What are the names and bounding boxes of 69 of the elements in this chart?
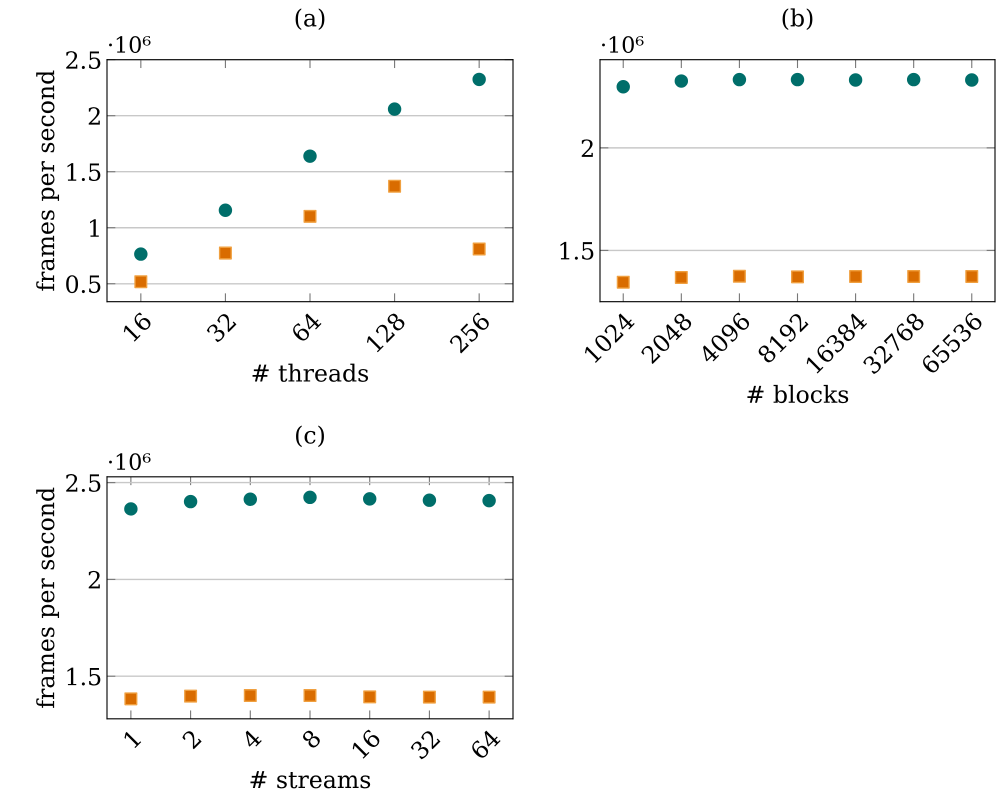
point (472, 242, 486, 256)
point (790, 270, 804, 284)
y-tick-label: 0.5 (66, 275, 100, 294)
point (303, 490, 317, 504)
point (906, 72, 920, 86)
y-axis-title: frames per second (36, 70, 60, 291)
point (388, 180, 402, 193)
point (303, 149, 317, 163)
point (482, 494, 496, 508)
point (362, 492, 376, 506)
chart-title: (c) (296, 426, 324, 448)
point (363, 690, 376, 704)
point (303, 210, 317, 223)
point (124, 692, 138, 706)
point (134, 247, 148, 261)
point (848, 73, 862, 87)
x-tick-label: 32 (410, 729, 441, 760)
y-axis-title: frames per second (36, 488, 60, 708)
point (134, 275, 148, 288)
point (244, 689, 257, 702)
x-tick-label: 1 (122, 730, 142, 748)
point (184, 494, 198, 508)
chart-title: (b) (782, 8, 812, 30)
y-tick-label: 1.5 (560, 242, 594, 260)
y-tick-label: 1.5 (67, 668, 100, 686)
x-axis-title: # blocks (747, 384, 848, 404)
x-axis-title: # streams (250, 771, 370, 788)
x-axis-title: # threads (252, 364, 368, 382)
point (616, 80, 630, 94)
x-tick-label: 32 (206, 312, 237, 343)
point (732, 72, 746, 86)
text: ·10⁶ (109, 453, 151, 470)
point (472, 72, 486, 86)
point (965, 73, 978, 87)
y-tick-label: 2.5 (66, 474, 100, 492)
point (674, 74, 688, 88)
x-tick-label: 64 (469, 728, 502, 760)
point (674, 270, 688, 284)
point (965, 270, 978, 283)
point (616, 276, 630, 289)
point (218, 246, 232, 260)
chart-title: (a) (296, 8, 324, 30)
x-tick-label: 2 (181, 729, 202, 750)
point (124, 502, 138, 516)
point (184, 690, 198, 703)
point (907, 270, 920, 283)
x-tick-label: 16 (122, 311, 153, 342)
y-tick-label: 1 (90, 219, 99, 237)
point (849, 270, 862, 283)
point (732, 270, 746, 283)
y-tick-label: 2.5 (66, 51, 100, 70)
point (303, 689, 317, 702)
x-tick-label: 4 (240, 728, 262, 750)
point (482, 690, 496, 704)
y-tick-label: 2 (88, 570, 100, 588)
point (388, 102, 402, 116)
text: ·10⁶ (109, 36, 151, 53)
point (422, 494, 436, 507)
x-tick-label: 16 (350, 728, 382, 760)
text: ·10⁶ (602, 36, 644, 53)
point (422, 690, 436, 704)
point (218, 204, 232, 217)
y-tick-label: 2 (88, 107, 100, 125)
point (790, 72, 804, 86)
x-tick-label: 8 (300, 728, 322, 750)
point (244, 492, 258, 506)
x-tick-label: 128 (365, 311, 406, 353)
x-tick-label: 64 (290, 311, 322, 344)
y-tick-label: 1.5 (67, 163, 100, 182)
